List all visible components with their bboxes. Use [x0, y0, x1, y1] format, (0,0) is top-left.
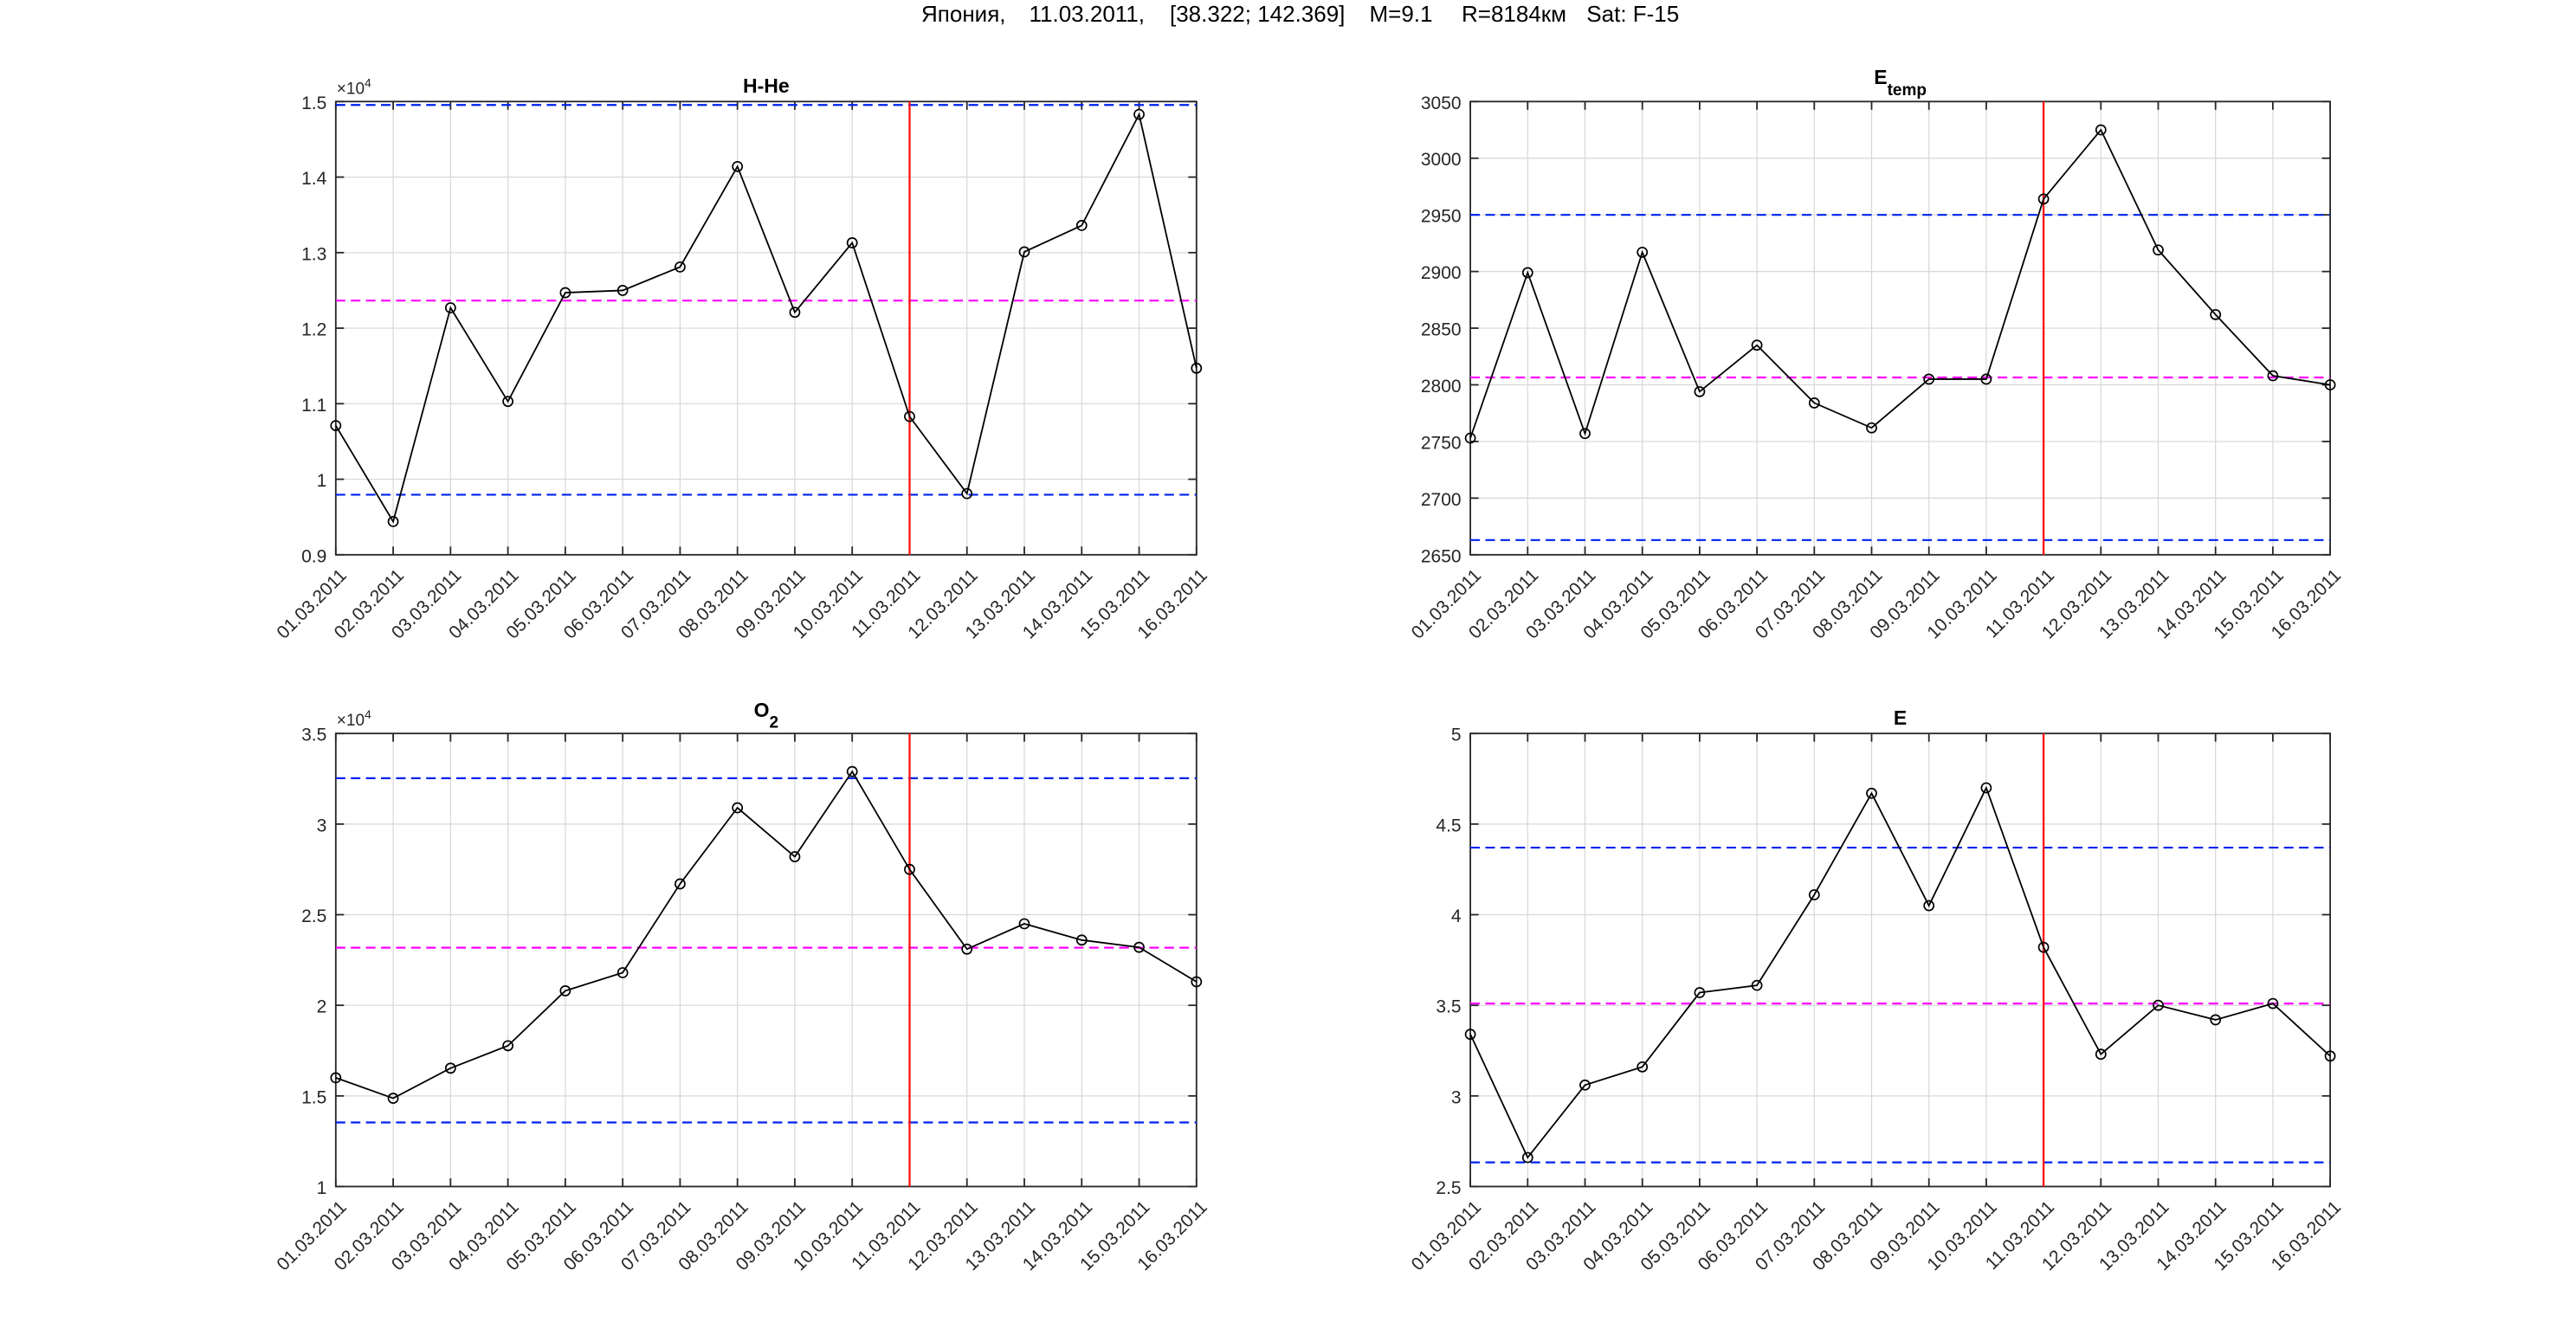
svg-text:E: E [1894, 706, 1907, 729]
svg-text:2800: 2800 [1421, 377, 1462, 397]
svg-text:Япония,: Япония, [921, 1, 1006, 27]
svg-text:0.9: 0.9 [301, 546, 326, 566]
svg-text:2.5: 2.5 [1436, 1178, 1461, 1198]
svg-text:2850: 2850 [1421, 320, 1462, 340]
svg-text:R=8184км: R=8184км [1462, 1, 1566, 27]
svg-text:1.4: 1.4 [301, 169, 327, 189]
svg-text:1.3: 1.3 [301, 244, 326, 264]
svg-text:1.1: 1.1 [301, 396, 326, 416]
svg-text:3.5: 3.5 [1436, 997, 1461, 1017]
svg-text:Sat: F-15: Sat: F-15 [1586, 1, 1679, 27]
svg-text:11.03.2011,: 11.03.2011, [1030, 1, 1146, 27]
svg-text:×104: ×104 [337, 75, 371, 98]
svg-text:1: 1 [317, 471, 327, 491]
svg-text:H-He: H-He [743, 74, 790, 97]
svg-text:[38.322; 142.369]: [38.322; 142.369] [1170, 1, 1345, 27]
svg-text:1: 1 [317, 1178, 327, 1198]
svg-text:2.5: 2.5 [301, 906, 326, 926]
svg-text:1.2: 1.2 [301, 320, 326, 340]
svg-text:3: 3 [317, 816, 327, 835]
svg-text:2650: 2650 [1421, 546, 1462, 566]
svg-text:3050: 3050 [1421, 94, 1462, 113]
svg-text:1.5: 1.5 [301, 94, 326, 113]
svg-text:3.5: 3.5 [301, 726, 326, 745]
svg-text:2: 2 [317, 997, 327, 1017]
svg-text:2700: 2700 [1421, 490, 1462, 510]
svg-text:4.5: 4.5 [1436, 816, 1461, 835]
svg-text:1.5: 1.5 [301, 1087, 326, 1107]
svg-text:5: 5 [1451, 726, 1462, 745]
svg-text:4: 4 [1451, 906, 1462, 926]
svg-text:O2: O2 [754, 699, 778, 732]
svg-text:2900: 2900 [1421, 263, 1462, 283]
svg-text:×104: ×104 [337, 707, 371, 730]
svg-text:3000: 3000 [1421, 150, 1462, 170]
svg-text:M=9.1: M=9.1 [1370, 1, 1433, 27]
svg-text:2950: 2950 [1421, 207, 1462, 227]
svg-text:3: 3 [1451, 1087, 1462, 1107]
svg-text:2750: 2750 [1421, 433, 1462, 453]
svg-text:Etemp: Etemp [1874, 66, 1927, 100]
